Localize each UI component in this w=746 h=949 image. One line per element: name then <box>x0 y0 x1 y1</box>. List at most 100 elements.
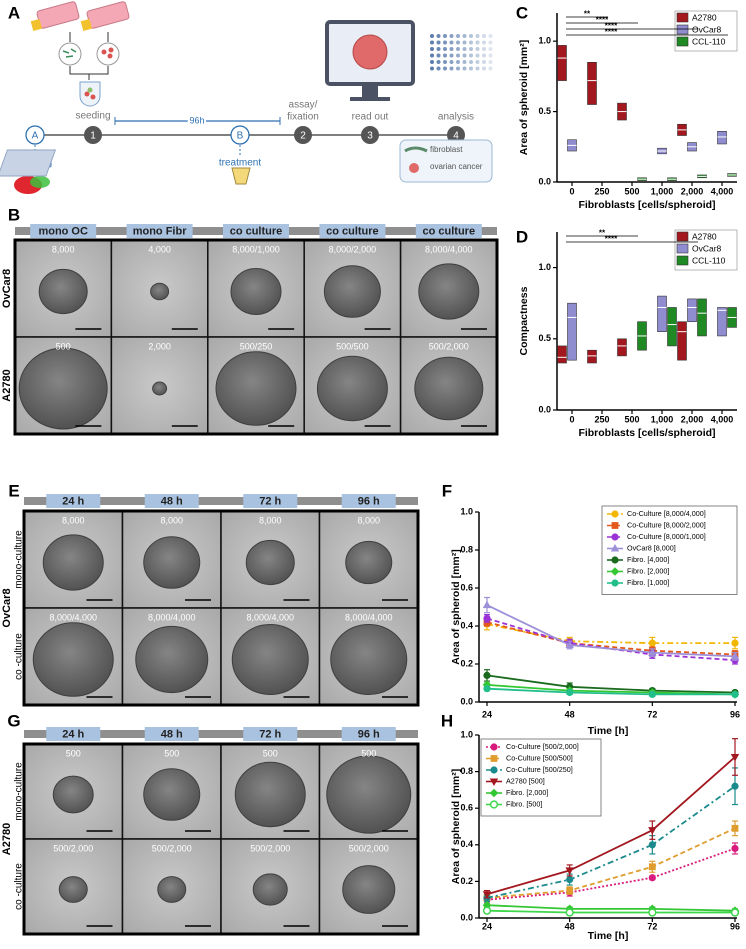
legend-label: CCL-110 <box>692 255 726 265</box>
column-header: 96 h <box>358 728 380 740</box>
cancer-cell <box>108 47 114 53</box>
cell-label: 8,000/4,000 <box>425 244 473 254</box>
legend-marker <box>489 800 499 809</box>
decor-dot <box>436 53 441 58</box>
y-tick-label: 0.0 <box>460 912 473 922</box>
x-tick-label: 500 <box>624 414 639 424</box>
spheroid <box>18 347 108 430</box>
x-tick-label: 1,000 <box>651 186 674 196</box>
range-box <box>567 302 577 361</box>
monitor-stand <box>362 86 378 98</box>
step-marker <box>294 126 312 144</box>
flask <box>86 1 130 29</box>
header-box <box>144 494 199 508</box>
header-box <box>126 224 193 238</box>
header-box <box>415 224 482 238</box>
range-box <box>557 345 567 364</box>
cell-label: 8,000/4,000 <box>49 612 97 622</box>
cell-label: 500 <box>56 341 71 351</box>
legend-label: Fibro. [1,000] <box>627 578 669 587</box>
data-point <box>731 824 739 832</box>
x-axis-label: Time [h] <box>588 930 629 942</box>
cell <box>87 87 93 93</box>
decor-dot <box>482 60 486 64</box>
group-label: OvCar8 <box>1 588 13 627</box>
data-point <box>730 753 740 762</box>
decor-dot <box>443 66 447 71</box>
spheroid <box>143 536 201 589</box>
data-point <box>482 891 492 899</box>
column-header: co culture <box>423 225 476 237</box>
decor-dot <box>475 66 480 71</box>
data-point <box>731 690 739 699</box>
y-tick-label: 0.0 <box>538 176 551 186</box>
decor-dot <box>475 40 480 45</box>
cell-label: 500 <box>361 748 376 758</box>
y-tick-label: 1.0 <box>460 729 473 739</box>
cell-label: 500 <box>263 748 278 758</box>
decor-dot <box>475 34 480 38</box>
column-header: mono Fibr <box>133 225 187 237</box>
significance-label: ** <box>599 229 606 238</box>
decor-dot <box>456 34 460 38</box>
x-tick-label: 4,000 <box>711 414 734 424</box>
cell-label: 8,000 <box>62 515 85 525</box>
data-point <box>648 648 657 656</box>
significance-label: ** <box>584 10 591 19</box>
legend-label: Fibro. [500] <box>506 799 542 808</box>
spheroid <box>135 625 209 694</box>
series-line <box>486 785 736 899</box>
x-tick-label: 72 <box>647 921 657 931</box>
row-label: A2780 <box>1 369 13 401</box>
decor-dot <box>443 47 447 51</box>
data-point <box>731 782 739 790</box>
x-tick-label: 4,000 <box>711 186 734 196</box>
step-marker <box>84 126 102 144</box>
spheroid <box>414 356 484 421</box>
grid-frame <box>22 742 420 936</box>
cell-label: 8,000/2,000 <box>329 244 377 254</box>
cell-label: 8,000/4,000 <box>148 612 196 622</box>
range-box <box>587 61 597 105</box>
panel-label: D <box>516 227 528 246</box>
decor-dot <box>443 60 447 64</box>
schematic: 96h A 1 B 2 3 4 staining seeding treatme… <box>0 1 493 194</box>
series-line <box>486 621 736 656</box>
legend-label: OvCar8 <box>692 24 722 34</box>
legend-label: fibroblast <box>430 145 463 154</box>
y-tick-label: 0.5 <box>538 333 551 343</box>
grid-frame <box>13 238 499 436</box>
data-point <box>566 887 574 894</box>
x-tick-label: 2,000 <box>681 414 704 424</box>
data-point <box>648 827 657 835</box>
column-header: 24 h <box>62 495 84 507</box>
y-tick-label: 0.4 <box>460 839 473 849</box>
header-box <box>46 494 101 508</box>
data-point <box>648 863 656 871</box>
column-header: mono OC <box>38 225 88 237</box>
cell-label: 500 <box>164 748 179 758</box>
step-label: fixation <box>287 112 319 123</box>
series-line <box>486 756 736 896</box>
column-header: co culture <box>230 225 283 237</box>
cancer-cell <box>101 49 107 55</box>
range-box <box>657 295 667 332</box>
decor-dot <box>482 34 486 38</box>
decor-dot <box>469 53 473 58</box>
spheroid <box>316 355 388 422</box>
cell-label: 8,000 <box>259 515 282 525</box>
spheroid <box>330 624 408 695</box>
legend-marker <box>611 579 619 587</box>
cell-label: 500/2,000 <box>53 843 93 853</box>
legend-label: Co-Culture [500/500] <box>506 753 573 762</box>
legend-frame <box>601 505 738 595</box>
decor-dot <box>475 47 480 51</box>
decor-dot <box>488 60 493 64</box>
stained-cell <box>30 176 50 188</box>
data-point <box>648 639 656 647</box>
step-label: treatment <box>219 158 261 169</box>
legend-label: Co-Culture [8,000/4,000] <box>627 509 706 518</box>
data-point <box>483 685 491 693</box>
legend-label: Fibro. [2,000] <box>506 788 548 797</box>
x-axis-label: Time [h] <box>588 725 629 737</box>
